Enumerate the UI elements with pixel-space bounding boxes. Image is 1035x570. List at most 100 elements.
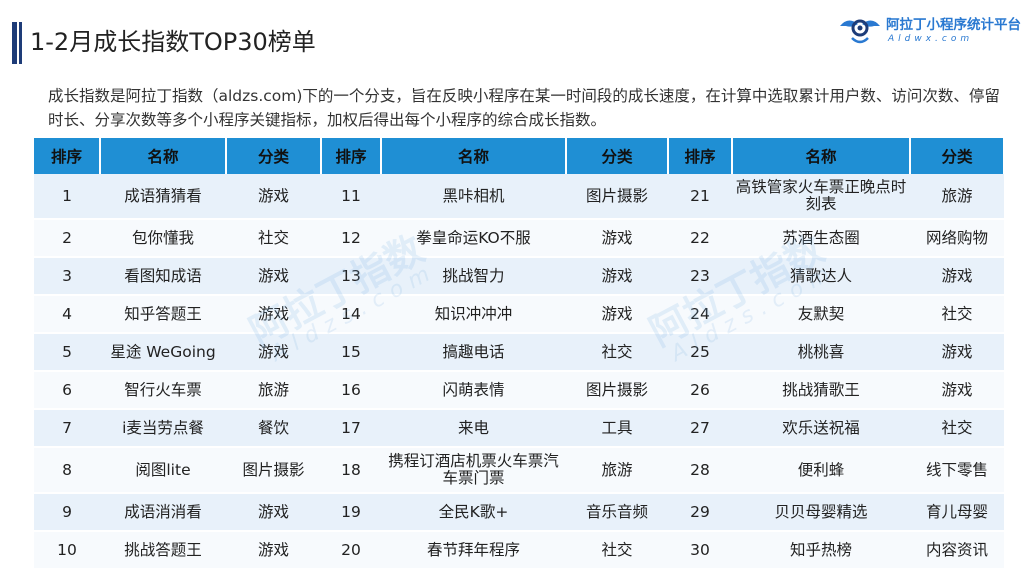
category-cell: 旅游 — [910, 174, 1004, 220]
column-header: 分类 — [910, 138, 1005, 174]
name-cell: 成语消消看 — [100, 493, 226, 532]
rank-cell: 17 — [321, 409, 381, 448]
column-header: 分类 — [566, 138, 669, 174]
table-row: 8 阅图lite 图片摄影 18 携程订酒店机票火车票汽车票门票 旅游 28 便利蜂 线下零售 — [34, 447, 1004, 494]
category-cell: 社交 — [910, 295, 1004, 334]
name-cell: 搞趣电话 — [381, 333, 566, 372]
category-cell: 内容资讯 — [910, 531, 1004, 570]
rank-cell: 21 — [668, 174, 732, 220]
table-header-row: 排序 名称 分类 排序 名称 分类 排序 名称 分类 — [34, 138, 1005, 174]
rank-cell: 25 — [668, 333, 732, 372]
rank-cell: 24 — [668, 295, 732, 334]
name-cell: 挑战智力 — [381, 257, 566, 296]
category-cell: 游戏 — [910, 333, 1004, 372]
rank-cell: 16 — [321, 371, 381, 410]
name-cell: 欢乐送祝福 — [732, 409, 910, 448]
rank-cell: 23 — [668, 257, 732, 296]
category-cell: 社交 — [566, 333, 668, 372]
rank-cell: 9 — [34, 493, 100, 532]
category-cell: 游戏 — [226, 295, 321, 334]
name-cell: 黑咔相机 — [381, 174, 566, 220]
rank-cell: 14 — [321, 295, 381, 334]
name-cell: 智行火车票 — [100, 371, 226, 410]
category-cell: 工具 — [566, 409, 668, 448]
name-cell: 高铁管家火车票正晚点时刻表 — [732, 174, 910, 220]
name-cell: 挑战答题王 — [100, 531, 226, 570]
column-header: 排序 — [34, 138, 101, 174]
category-cell: 游戏 — [226, 333, 321, 372]
table-row: 2 包你懂我 社交 12 拳皇命运KO不服 游戏 22 苏酒生态圈 网络购物 — [34, 219, 1004, 258]
rank-cell: 27 — [668, 409, 732, 448]
name-cell: 阅图lite — [100, 447, 226, 494]
rank-cell: 4 — [34, 295, 100, 334]
rank-cell: 11 — [321, 174, 381, 220]
rank-cell: 3 — [34, 257, 100, 296]
name-cell: 挑战猜歌王 — [732, 371, 910, 410]
table-row: 10 挑战答题王 游戏 20 春节拜年程序 社交 30 知乎热榜 内容资讯 — [34, 531, 1004, 570]
name-cell: 知乎热榜 — [732, 531, 910, 570]
table-row: 1 成语猜猜看 游戏 11 黑咔相机 图片摄影 21 高铁管家火车票正晚点时刻表 旅游 — [34, 174, 1004, 220]
rank-cell: 6 — [34, 371, 100, 410]
table-row: 7 i麦当劳点餐 餐饮 17 来电 工具 27 欢乐送祝福 社交 — [34, 409, 1004, 448]
name-cell: 携程订酒店机票火车票汽车票门票 — [381, 447, 566, 494]
name-cell: 全民K歌+ — [381, 493, 566, 532]
rank-cell: 20 — [321, 531, 381, 570]
category-cell: 游戏 — [226, 531, 321, 570]
title-accent-bar — [12, 22, 17, 64]
name-cell: 桃桃喜 — [732, 333, 910, 372]
ranking-table: 排序 名称 分类 排序 名称 分类 排序 名称 分类 1 成语猜猜看 游戏 11 黑咔相机 图片摄影 21 高… — [34, 138, 1005, 570]
category-cell: 旅游 — [226, 371, 321, 410]
logo-domain: Aldwx.com — [888, 34, 974, 44]
category-cell: 游戏 — [566, 219, 668, 258]
name-cell: 春节拜年程序 — [381, 531, 566, 570]
table-body: 1 成语猜猜看 游戏 11 黑咔相机 图片摄影 21 高铁管家火车票正晚点时刻表 旅游 2 包你懂我… — [34, 174, 1004, 570]
name-cell: 便利蜂 — [732, 447, 910, 494]
category-cell: 游戏 — [910, 371, 1004, 410]
category-cell: 社交 — [566, 531, 668, 570]
category-cell: 游戏 — [566, 295, 668, 334]
rank-cell: 19 — [321, 493, 381, 532]
rank-cell: 15 — [321, 333, 381, 372]
rank-cell: 7 — [34, 409, 100, 448]
rank-cell: 18 — [321, 447, 381, 494]
logo-name: 阿拉丁小程序统计平台 — [886, 17, 1021, 33]
category-cell: 游戏 — [226, 174, 321, 220]
rank-cell: 30 — [668, 531, 732, 570]
rank-cell: 8 — [34, 447, 100, 494]
column-header: 名称 — [732, 138, 911, 174]
category-cell: 社交 — [910, 409, 1004, 448]
name-cell: 包你懂我 — [100, 219, 226, 258]
column-header: 名称 — [100, 138, 227, 174]
category-cell: 图片摄影 — [226, 447, 321, 494]
title-accent-bar-thin — [19, 22, 22, 64]
category-cell: 图片摄影 — [566, 174, 668, 220]
category-cell: 游戏 — [566, 257, 668, 296]
table-row: 5 星途 WeGoing 游戏 15 搞趣电话 社交 25 桃桃喜 游戏 — [34, 333, 1004, 372]
category-cell: 游戏 — [226, 257, 321, 296]
table-row: 9 成语消消看 游戏 19 全民K歌+ 音乐音频 29 贝贝母婴精选 育儿母婴 — [34, 493, 1004, 532]
brand-logo: 阿拉丁小程序统计平台 Aldwx.com — [838, 10, 1028, 52]
rank-cell: 12 — [321, 219, 381, 258]
name-cell: i麦当劳点餐 — [100, 409, 226, 448]
column-header: 名称 — [381, 138, 567, 174]
name-cell: 看图知成语 — [100, 257, 226, 296]
name-cell: 贝贝母婴精选 — [732, 493, 910, 532]
category-cell: 社交 — [226, 219, 321, 258]
rank-cell: 2 — [34, 219, 100, 258]
rank-cell: 10 — [34, 531, 100, 570]
rank-cell: 5 — [34, 333, 100, 372]
category-cell: 音乐音频 — [566, 493, 668, 532]
name-cell: 知识冲冲冲 — [381, 295, 566, 334]
name-cell: 拳皇命运KO不服 — [381, 219, 566, 258]
category-cell: 餐饮 — [226, 409, 321, 448]
category-cell: 游戏 — [226, 493, 321, 532]
name-cell: 猜歌达人 — [732, 257, 910, 296]
name-cell: 闪萌表情 — [381, 371, 566, 410]
name-cell: 来电 — [381, 409, 566, 448]
rank-cell: 13 — [321, 257, 381, 296]
name-cell: 苏酒生态圈 — [732, 219, 910, 258]
rank-cell: 22 — [668, 219, 732, 258]
column-header: 排序 — [668, 138, 733, 174]
name-cell: 星途 WeGoing — [100, 333, 226, 372]
table-row: 4 知乎答题王 游戏 14 知识冲冲冲 游戏 24 友默契 社交 — [34, 295, 1004, 334]
